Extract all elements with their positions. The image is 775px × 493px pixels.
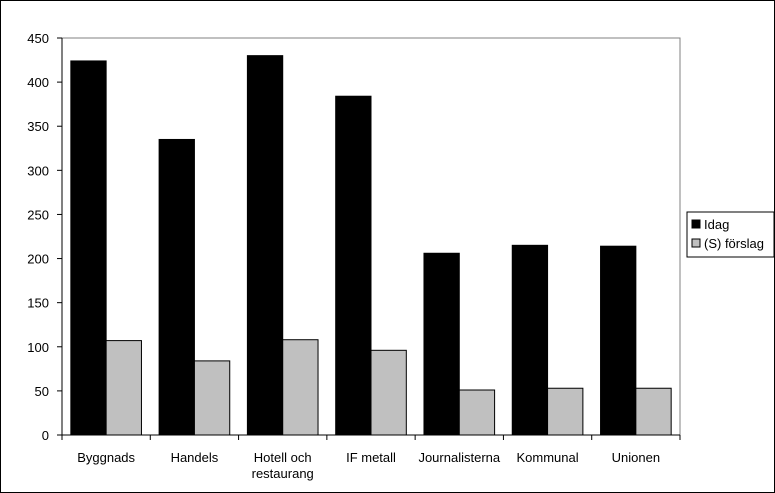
legend-box: [686, 211, 774, 258]
x-tick-label: Hotell och: [254, 450, 312, 465]
y-tick-label: 150: [27, 296, 49, 311]
bar-idag: [423, 252, 460, 436]
bar-idag: [600, 245, 637, 436]
bar-s-forslag: [458, 389, 496, 436]
y-tick-label: 300: [27, 163, 49, 178]
y-tick-label: 350: [27, 119, 49, 134]
bar-idag: [335, 95, 372, 436]
y-tick-label: 450: [27, 31, 49, 46]
bar-s-forslag: [370, 349, 407, 436]
bar-s-forslag: [282, 339, 319, 436]
legend: Idag (S) förslag: [686, 211, 774, 258]
y-tick-label: 50: [35, 384, 49, 399]
legend-label-s-forslag: (S) förslag: [704, 236, 764, 251]
bar-idag: [70, 60, 107, 436]
x-tick-label: Journalisterna: [418, 450, 500, 465]
bar-s-forslag: [635, 387, 672, 436]
bar-s-forslag: [547, 387, 584, 436]
x-tick-label: Handels: [171, 450, 219, 465]
bars: [70, 55, 672, 436]
x-tick-label: Unionen: [612, 450, 660, 465]
x-tick-label: Byggnads: [77, 450, 135, 465]
bar-s-forslag: [105, 340, 142, 436]
x-tick-label: restaurang: [252, 466, 314, 481]
y-tick-label: 100: [27, 340, 49, 355]
bar-idag: [158, 138, 195, 436]
legend-swatch-s-forslag: [691, 238, 701, 248]
legend-swatch-idag: [691, 219, 701, 229]
y-tick-label: 0: [42, 428, 49, 443]
bar-idag: [511, 244, 549, 436]
y-tick-label: 250: [27, 207, 49, 222]
x-tick-label: IF metall: [346, 450, 396, 465]
y-tick-label: 200: [27, 252, 49, 267]
legend-label-idag: Idag: [704, 217, 729, 232]
bar-s-forslag: [193, 360, 231, 436]
bar-idag: [246, 55, 284, 436]
y-tick-label: 400: [27, 75, 49, 90]
x-tick-label: Kommunal: [517, 450, 579, 465]
y-axis: 0 50 100 150 200 250 300 350 400 450: [27, 31, 63, 443]
